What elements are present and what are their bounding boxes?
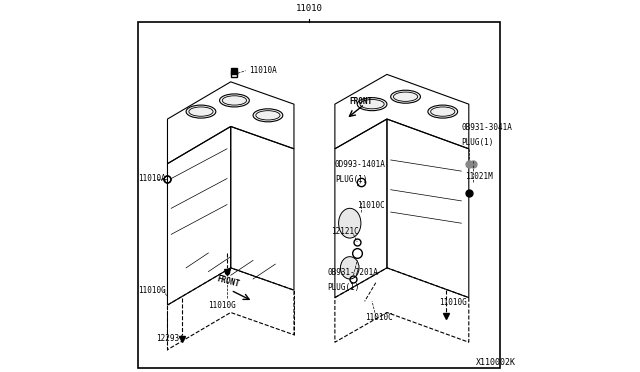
Ellipse shape: [339, 208, 361, 238]
Text: 11021M: 11021M: [465, 171, 493, 180]
Text: 11010G: 11010G: [209, 301, 236, 310]
Text: 12121C: 12121C: [331, 227, 359, 236]
Text: 0B931-7201A: 0B931-7201A: [328, 268, 378, 277]
Text: 0D993-1401A: 0D993-1401A: [335, 160, 386, 169]
Text: 11010G: 11010G: [138, 286, 166, 295]
Text: 11010C: 11010C: [357, 201, 385, 210]
Text: 11010A: 11010A: [138, 174, 166, 183]
Text: PLUG(1): PLUG(1): [328, 283, 360, 292]
Text: 11010A: 11010A: [250, 66, 277, 75]
Text: PLUG(1): PLUG(1): [461, 138, 493, 147]
Text: 11010C: 11010C: [365, 313, 392, 322]
Text: 0B931-3041A: 0B931-3041A: [461, 123, 512, 132]
Text: 11010: 11010: [296, 4, 323, 13]
Ellipse shape: [253, 109, 283, 122]
Ellipse shape: [220, 94, 250, 107]
Text: PLUG(1): PLUG(1): [335, 175, 367, 184]
Text: 11010G: 11010G: [439, 298, 467, 307]
Ellipse shape: [340, 257, 359, 279]
Text: 12293: 12293: [156, 334, 179, 343]
Text: FRONT: FRONT: [349, 97, 373, 106]
Text: X110002K: X110002K: [476, 357, 516, 366]
Text: FRONT: FRONT: [216, 274, 241, 288]
Ellipse shape: [428, 105, 458, 118]
Ellipse shape: [357, 98, 387, 111]
Ellipse shape: [390, 90, 420, 103]
Ellipse shape: [186, 105, 216, 118]
